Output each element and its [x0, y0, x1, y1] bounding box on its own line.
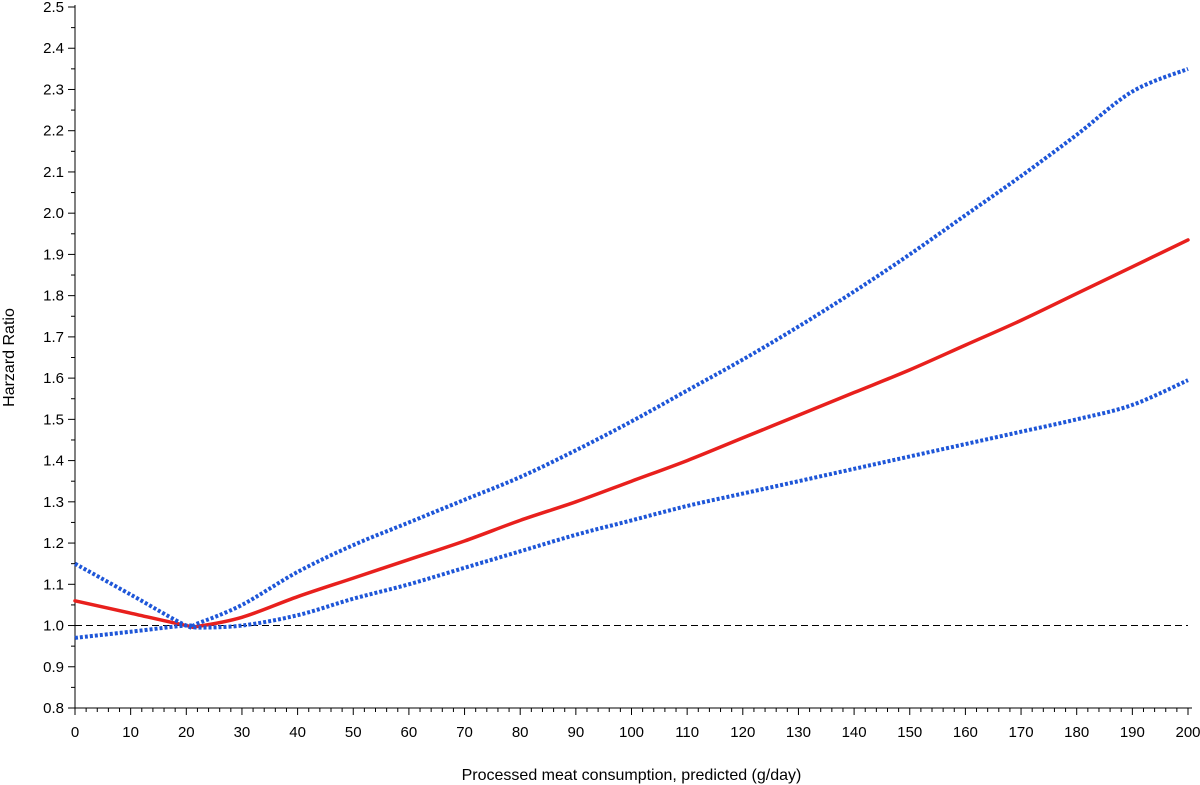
series-layer	[73, 66, 1190, 640]
x-tick-label: 50	[345, 724, 362, 741]
y-tick-label: 1.0	[43, 618, 64, 635]
x-tick-label: 100	[619, 724, 644, 741]
x-tick-label: 140	[842, 724, 867, 741]
series-line-lower-ci	[74, 378, 1189, 640]
x-tick-label: 150	[897, 724, 922, 741]
y-tick-label: 1.3	[43, 494, 64, 511]
y-ticks: 0.8 0.9 1.0 1.1 1.2 1.3 1.4 1.5 1.6 1.7 1.8 1.9 2.0 2…	[43, 0, 75, 717]
y-tick-label: 1.7	[43, 329, 64, 346]
y-tick-label: 1.5	[43, 411, 64, 428]
x-tick-label: 180	[1064, 724, 1089, 741]
x-tick-label: 0	[71, 724, 79, 741]
y-tick-label: 1.2	[43, 535, 64, 552]
x-tick-label: 10	[122, 724, 139, 741]
x-tick-label: 90	[568, 724, 585, 741]
series-line-upper-ci	[74, 66, 1189, 630]
x-tick-label: 130	[786, 724, 811, 741]
x-tick-label: 200	[1175, 724, 1200, 741]
y-tick-label: 1.6	[43, 370, 64, 387]
x-ticks: 0 10 20 30 40 50 60 70 80 90 100 110 120 130 140 150 160…	[71, 708, 1200, 741]
y-tick-label: 2.0	[43, 205, 64, 222]
x-tick-label: 160	[953, 724, 978, 741]
y-tick-label: 1.4	[43, 453, 64, 470]
y-axis-title: Harzard Ratio	[1, 308, 18, 407]
axes: 0 10 20 30 40 50 60 70 80 90 100 110 120 130 140 150 160…	[43, 0, 1200, 741]
x-tick-label: 170	[1009, 724, 1034, 741]
y-tick-label: 0.9	[43, 659, 64, 676]
x-tick-label: 40	[289, 724, 306, 741]
y-tick-label: 2.2	[43, 123, 64, 140]
y-tick-label: 2.3	[43, 81, 64, 98]
y-tick-label: 2.4	[43, 40, 64, 57]
y-tick-label: 2.5	[43, 0, 64, 16]
x-tick-label: 110	[675, 724, 699, 741]
y-tick-label: 2.1	[43, 164, 64, 181]
x-tick-label: 30	[234, 724, 251, 741]
x-tick-label: 120	[730, 724, 755, 741]
x-tick-label: 190	[1120, 724, 1145, 741]
x-tick-label: 70	[456, 724, 473, 741]
y-tick-label: 1.9	[43, 246, 64, 263]
y-tick-label: 0.8	[43, 700, 64, 717]
x-tick-label: 60	[401, 724, 418, 741]
y-tick-label: 1.8	[43, 288, 64, 305]
x-axis-title: Processed meat consumption, predicted (g…	[462, 767, 802, 784]
x-tick-label: 20	[178, 724, 195, 741]
series-line-estimate	[73, 238, 1190, 630]
x-tick-label: 80	[512, 724, 529, 741]
y-tick-label: 1.1	[43, 576, 64, 593]
